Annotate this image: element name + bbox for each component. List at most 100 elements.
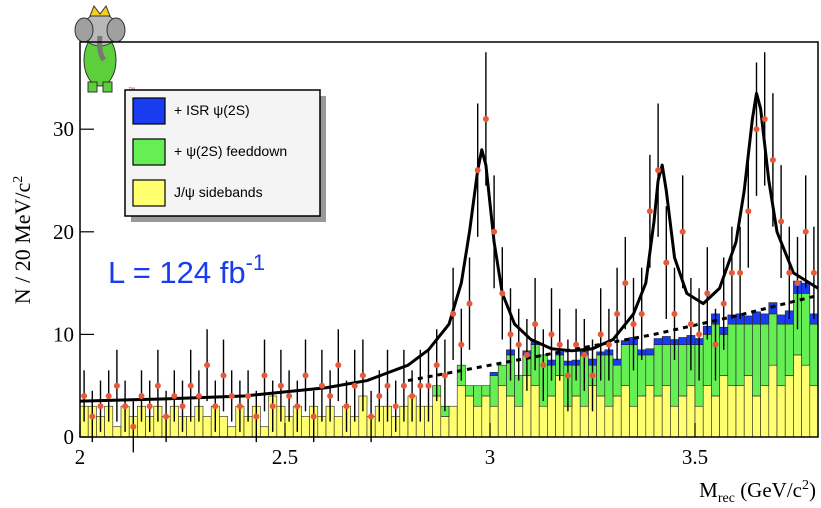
histogram-bar: [260, 426, 269, 438]
histogram-bar: [702, 334, 712, 387]
histogram-bar: [465, 385, 474, 397]
data-point: [269, 403, 276, 410]
data-point: [417, 382, 424, 389]
histogram-bar: [743, 375, 753, 438]
histogram-bar: [629, 405, 638, 438]
histogram-bar: [497, 385, 507, 438]
y-tick-label: 0: [64, 425, 75, 449]
data-point: [802, 228, 809, 235]
data-point: [261, 372, 268, 379]
data-point: [728, 269, 735, 276]
histogram-bar: [645, 354, 655, 387]
data-point: [556, 341, 563, 348]
legend-swatch: [132, 138, 166, 166]
histogram-bar: [440, 416, 450, 438]
data-point: [532, 321, 539, 328]
histogram-bar: [801, 364, 811, 438]
data-point: [540, 362, 547, 369]
histogram-bar: [661, 385, 671, 438]
histogram-bar: [686, 385, 696, 438]
histogram-bar: [645, 385, 655, 438]
data-point: [720, 300, 727, 307]
y-tick-label: 10: [53, 322, 74, 346]
data-point: [310, 413, 317, 420]
data-point: [712, 341, 719, 348]
histogram-bar: [301, 416, 310, 438]
legend: + ISR ψ(2S) + ψ(2S) feeddown J/ψ sidebands: [124, 89, 326, 222]
histogram-bar: [579, 405, 589, 438]
data-point: [515, 341, 522, 348]
data-point: [195, 392, 202, 399]
histogram-bar: [653, 344, 663, 397]
histogram-bar: [760, 323, 770, 387]
data-point: [327, 392, 334, 399]
y-tick-label: 20: [53, 220, 74, 244]
data-point: [630, 321, 637, 328]
histogram-bar: [784, 375, 794, 438]
data-point: [581, 351, 588, 358]
data-point: [286, 392, 293, 399]
histogram-bar: [735, 323, 745, 387]
data-point: [368, 413, 375, 420]
data-point: [122, 403, 129, 410]
data-point: [696, 331, 703, 338]
histogram-bar: [670, 405, 679, 438]
fit-curve: [79, 91, 819, 403]
x-tick-label: 3.5: [682, 445, 708, 469]
histogram-bar: [801, 293, 811, 366]
data-point: [253, 413, 260, 420]
histogram-bar: [571, 395, 581, 438]
histogram-bar: [678, 395, 688, 438]
x-axis-label: Mrec (GeV/c2): [699, 478, 816, 506]
histogram-bar: [481, 385, 491, 397]
histogram-bar: [473, 405, 483, 438]
x-label-sub: rec: [718, 491, 735, 506]
data-point: [351, 382, 358, 389]
data-point: [638, 310, 645, 317]
data-point: [548, 331, 555, 338]
data-point: [97, 403, 104, 410]
histogram-bar: [538, 405, 548, 438]
data-point: [622, 280, 629, 287]
histogram-bar: [481, 395, 491, 438]
histogram-bar: [555, 375, 565, 438]
data-point: [450, 310, 457, 317]
histogram-bar: [489, 405, 499, 438]
data-point: [507, 331, 514, 338]
histogram-bar: [776, 385, 786, 438]
data-point: [605, 341, 612, 348]
data-point: [491, 228, 498, 235]
histogram-bar: [219, 416, 228, 438]
legend-swatch: [132, 97, 166, 125]
histogram-bar: [743, 315, 753, 325]
histogram-bar: [727, 385, 737, 438]
histogram-bar: [752, 395, 761, 438]
data-point: [163, 413, 170, 420]
data-point: [704, 290, 711, 297]
histogram-bar: [752, 311, 761, 325]
histogram-bar: [489, 372, 499, 376]
data-point: [523, 351, 530, 358]
data-point: [573, 341, 580, 348]
data-point: [482, 115, 489, 122]
histogram-bar: [727, 323, 737, 387]
legend-swatch: [132, 179, 166, 207]
data-point: [392, 403, 399, 410]
data-point: [154, 382, 161, 389]
data-point: [687, 321, 694, 328]
data-point: [318, 382, 325, 389]
data-point: [778, 218, 785, 225]
legend-label: + ISR ψ(2S): [174, 102, 250, 118]
data-point: [564, 372, 571, 379]
histogram-bar: [645, 348, 655, 356]
data-point: [646, 208, 653, 215]
data-point: [655, 167, 662, 174]
data-point: [589, 372, 596, 379]
y-tick-label: 30: [53, 117, 74, 141]
histogram-bar: [637, 354, 647, 397]
histogram-bar: [612, 364, 622, 397]
histogram-bar: [719, 375, 729, 438]
data-point: [597, 331, 604, 338]
data-point: [425, 382, 432, 389]
data-point: [204, 362, 211, 369]
